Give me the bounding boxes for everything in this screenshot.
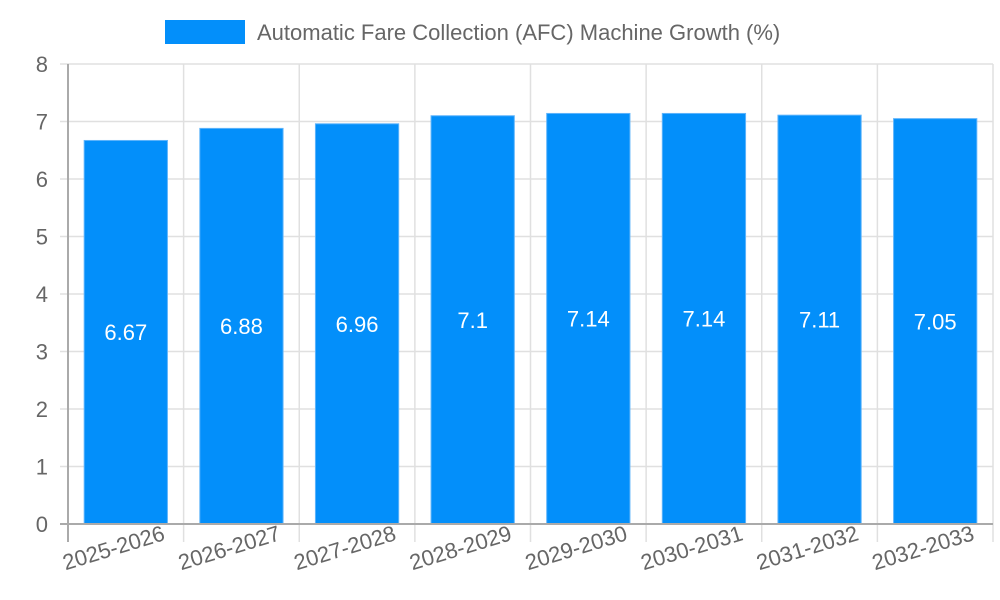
bar-2032-2033[interactable] (893, 118, 978, 525)
bar-data-label: 6.96 (336, 312, 379, 337)
bar-data-label: 7.1 (457, 308, 488, 333)
x-tick-label: 2027-2028 (291, 520, 399, 575)
bar-data-label: 7.05 (914, 309, 957, 334)
legend-label: Automatic Fare Collection (AFC) Machine … (257, 20, 780, 45)
y-tick-label: 1 (36, 455, 48, 480)
bar-data-label: 7.14 (567, 307, 610, 332)
y-tick-label: 4 (36, 282, 48, 307)
y-tick-label: 2 (36, 397, 48, 422)
x-tick-label: 2030-2031 (638, 520, 746, 575)
y-tick-label: 6 (36, 167, 48, 192)
bar-data-label: 7.14 (683, 307, 726, 332)
bars (83, 112, 978, 525)
bar-data-label: 6.88 (220, 314, 263, 339)
x-tick-label: 2029-2030 (522, 520, 630, 575)
bar-2027-2028[interactable] (314, 123, 400, 525)
x-tick-label: 2028-2029 (407, 520, 515, 575)
bar-2031-2032[interactable] (777, 114, 862, 525)
bar-data-labels: 6.67 6.88 6.96 7.1 7.14 7.14 7.11 7.05 (104, 307, 956, 346)
x-tick-label: 2031-2032 (753, 520, 861, 575)
bar-2028-2029[interactable] (430, 115, 515, 525)
bar-2026-2027[interactable] (199, 127, 284, 525)
y-tick-label: 5 (36, 225, 48, 250)
bar-2029-2030[interactable] (546, 112, 631, 525)
bar-2025-2026[interactable] (83, 139, 168, 525)
x-tick-label: 2026-2027 (175, 520, 283, 575)
bar-data-label: 6.67 (104, 320, 147, 345)
y-tick-label: 8 (36, 52, 48, 77)
y-tick-label: 3 (36, 340, 48, 365)
axes (60, 64, 993, 542)
x-tick-label: 2025-2026 (60, 520, 168, 575)
y-axis-tick-labels: 0 1 2 3 4 5 6 7 8 (36, 52, 48, 537)
x-tick-label: 2032-2033 (869, 520, 977, 575)
legend[interactable]: Automatic Fare Collection (AFC) Machine … (165, 20, 780, 45)
bar-data-label: 7.11 (799, 308, 840, 333)
y-tick-label: 7 (36, 110, 48, 135)
x-axis-tick-labels: 2025-2026 2026-2027 2027-2028 2028-2029 2029… (60, 520, 977, 575)
legend-swatch (165, 20, 245, 44)
bar-2030-2031[interactable] (661, 112, 747, 525)
y-tick-label: 0 (36, 512, 48, 537)
